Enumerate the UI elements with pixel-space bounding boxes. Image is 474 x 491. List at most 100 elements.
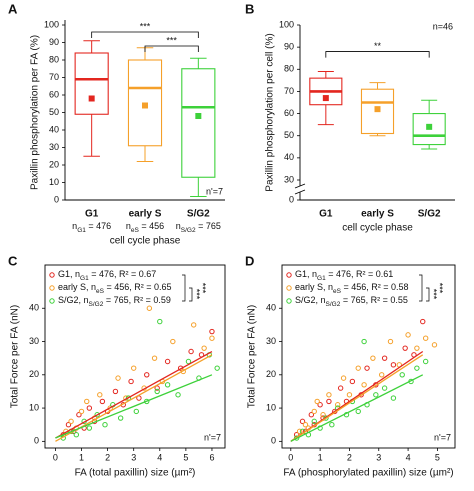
significance-label: *** [166, 35, 177, 45]
y-tick-label: 60 [49, 89, 59, 99]
point [370, 355, 376, 361]
annotation: n'=7 [204, 432, 221, 442]
point [170, 338, 176, 345]
x-tick-label: 2 [105, 452, 110, 462]
point [128, 378, 134, 385]
legend-marker [49, 298, 55, 304]
sample-label-part: n [126, 221, 131, 231]
y-tick-label: 80 [49, 54, 59, 64]
legend-label-part: S/G2 [89, 301, 104, 308]
significance-label: *** [435, 283, 445, 294]
y-tick-label: 70 [49, 72, 59, 82]
y-tick-label: 10 [49, 177, 59, 187]
point [99, 398, 106, 405]
y-tick-label: 20 [29, 369, 39, 379]
point [68, 418, 74, 425]
legend-label: S/G2, nS/G2 = 765, R² = 0.59 [58, 295, 171, 308]
point [144, 372, 150, 378]
y-tick-label: 20 [49, 159, 59, 169]
point [86, 425, 93, 431]
sample-label: neS = 456 [126, 221, 164, 234]
y-tick-label: 0 [289, 194, 294, 204]
point [326, 392, 332, 398]
sample-label-part: n [176, 221, 181, 231]
mean [88, 95, 95, 102]
x-tick-label: 6 [209, 452, 214, 462]
x-tick-label: S/G2 [187, 209, 210, 220]
x-axis-label: FA (phosphorylated paxillin) size (µm²) [283, 468, 453, 479]
point [346, 392, 353, 398]
y-tick-label: 100 [44, 19, 59, 29]
point [151, 355, 158, 361]
sample-label-part: = 765 [196, 221, 221, 231]
legend-marker [286, 285, 292, 291]
point [146, 305, 153, 311]
x-tick-label: 3 [131, 452, 136, 462]
mean [195, 113, 202, 119]
point [422, 358, 429, 365]
plot-frame [281, 264, 456, 449]
annotation: n'=7 [434, 432, 451, 442]
point [414, 365, 420, 371]
legend-label-part: S/G2, n [295, 295, 326, 305]
point [302, 422, 309, 428]
panel-label: B [245, 1, 254, 16]
sample-label-part: S/G2 [181, 227, 196, 234]
point [97, 392, 103, 398]
point [65, 422, 72, 428]
point [130, 365, 137, 371]
sample-label: nS/G2 = 765 [176, 221, 221, 234]
point [308, 412, 315, 418]
point [115, 375, 121, 381]
legend-label-part: early S, n [58, 282, 96, 292]
sample-label-part: n [72, 221, 77, 231]
mean [374, 106, 381, 113]
legend-label: G1, nG1 = 476, R² = 0.61 [295, 269, 393, 282]
point [175, 392, 181, 398]
x-tick-label: 4 [157, 452, 162, 462]
sample-label: nG1 = 476 [72, 221, 111, 234]
y-tick-label: 50 [49, 107, 59, 117]
x-tick-label: 1 [79, 452, 84, 462]
legend-label-part: early S, n [295, 282, 333, 292]
legend-label-part: S/G2, n [58, 295, 89, 305]
point [355, 408, 361, 415]
point [84, 398, 90, 405]
legend-label: S/G2, nS/G2 = 765, R² = 0.55 [295, 295, 408, 308]
point [112, 388, 119, 395]
fit-line [55, 350, 213, 439]
point [209, 328, 215, 335]
significance-label: *** [192, 289, 202, 300]
fit-line [290, 354, 424, 442]
point [381, 385, 388, 391]
sample-label-part: G1 [77, 227, 86, 234]
significance-bracket [144, 45, 199, 52]
sample-label-part: eS [131, 227, 140, 234]
y-tick-label: 10 [29, 402, 39, 412]
y-tick-label: 0 [54, 194, 59, 204]
point [337, 385, 344, 391]
x-tick-label: 3 [376, 452, 381, 462]
legend-label: G1, nG1 = 476, R² = 0.67 [58, 269, 156, 282]
legend-label-part: G1, n [58, 269, 80, 279]
point [214, 365, 220, 371]
point [311, 408, 317, 415]
x-tick-label: 4 [406, 452, 411, 462]
plot-frame [44, 264, 226, 449]
y-tick-label: 40 [49, 124, 59, 134]
significance-label: *** [140, 21, 151, 31]
significance-bracket [325, 51, 430, 58]
legend-marker [49, 272, 55, 278]
point [420, 318, 426, 325]
point [188, 348, 194, 355]
x-tick-label: 0 [53, 452, 58, 462]
point [76, 412, 82, 418]
legend-marker [286, 272, 292, 278]
x-tick-label: G1 [85, 209, 99, 220]
axis [64, 20, 225, 201]
y-tick-label: 20 [266, 369, 276, 379]
annotation: n'=7 [206, 186, 223, 196]
point [320, 412, 326, 418]
y-tick-label: 40 [29, 303, 39, 313]
